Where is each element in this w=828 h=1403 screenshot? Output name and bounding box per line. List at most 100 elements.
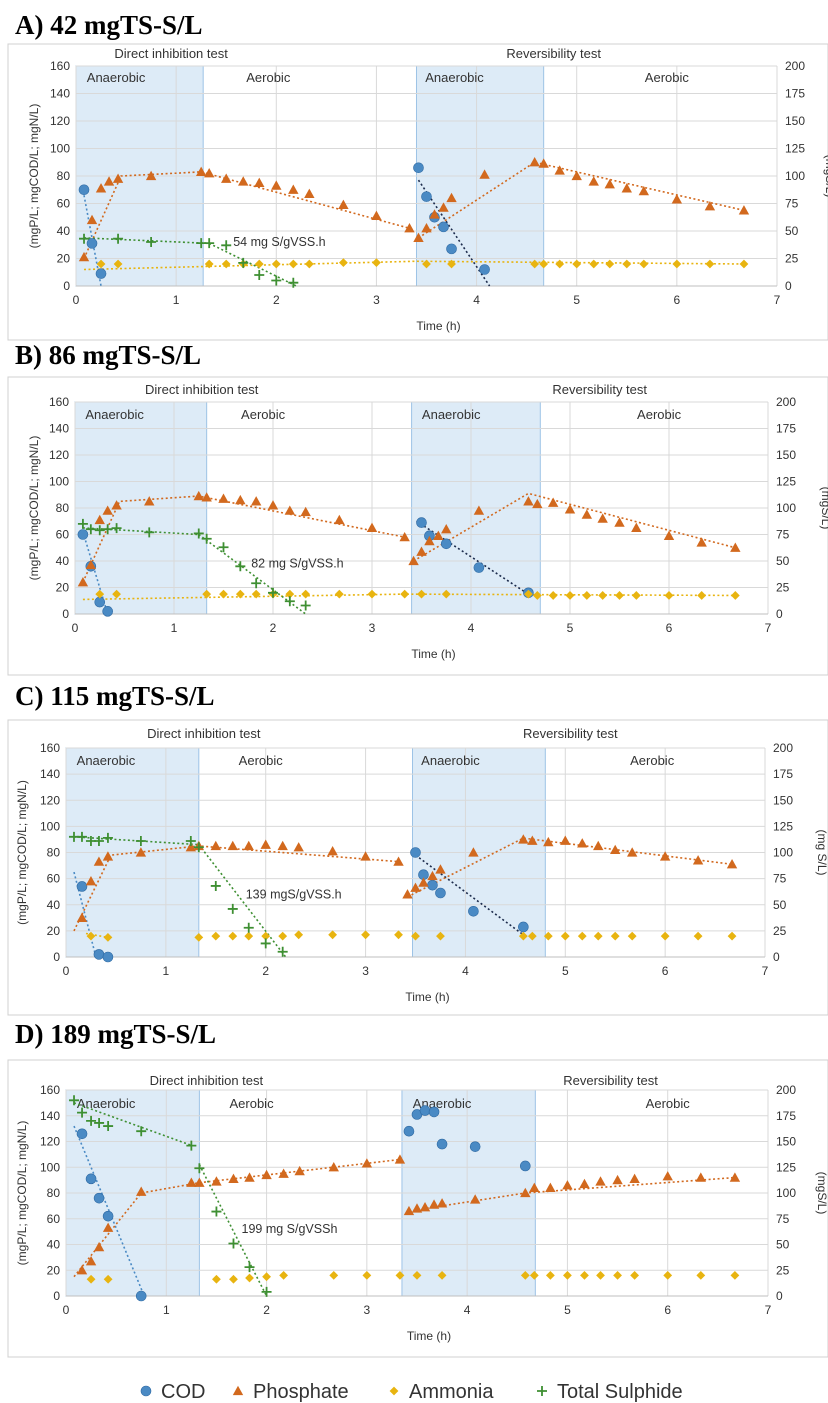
phosphate-point [560,835,571,845]
phosphate-point [244,1172,255,1182]
phosphate-point [227,840,238,851]
ammonia-point [103,933,113,942]
ammonia-point [739,259,749,269]
plus-marker-icon [537,1386,547,1396]
phosphate-point [479,169,490,179]
ammonia-point [589,259,599,269]
total-sulphide-point [218,542,229,553]
ammonia-point [555,259,565,269]
phosphate-point [631,522,642,533]
phosphate-point [403,1205,415,1216]
ammonia-point [639,259,649,269]
phosphate-point [421,223,432,233]
ammonia-point [532,591,542,600]
triangle-marker-icon [232,1385,244,1396]
y2-tick-label: 0 [773,950,780,964]
y2-tick-label: 175 [785,87,805,101]
cod-point [438,221,449,233]
trendline [198,844,287,958]
ammonia-point [530,259,540,269]
y-tick-label: 120 [49,448,69,462]
phosphate-point [334,514,345,525]
test-label: Direct inhibition test [114,46,228,61]
y2-tick-label: 75 [773,872,787,886]
ammonia-point [229,1274,238,1284]
phase-label: Anaerobic [422,407,481,422]
phase-label: Aerobic [229,1096,274,1111]
series-phosphate [77,490,741,587]
phosphate-point [228,1173,239,1183]
phosphate-point [424,535,435,546]
ammonia-point [524,589,533,599]
phosphate-point [663,530,675,540]
y-tick-label: 140 [49,422,69,436]
test-label: Direct inhibition test [147,726,261,741]
ammonia-point [361,930,370,940]
cod-point [410,847,421,858]
y2-tick-label: 175 [776,1109,796,1123]
phase-label: Anaerobic [77,753,136,768]
phosphate-point [436,1198,448,1208]
y-tick-label: 100 [40,819,60,833]
total-sulphide-point [284,596,295,607]
diamond-marker-icon [389,1386,399,1396]
trendline [83,171,410,259]
y-tick-label: 100 [50,142,70,156]
phosphate-point [532,498,543,509]
cod-point [102,951,114,963]
test-label: Direct inhibition test [145,382,259,397]
phosphate-point [419,1201,431,1212]
trendline [418,161,745,239]
cod-point [78,184,90,196]
ammonia-point [329,1271,339,1280]
phase-label: Aerobic [646,1096,691,1111]
ammonia-point [663,1271,673,1280]
total-sulphide-point [194,1163,205,1174]
y-tick-label: 20 [47,1263,61,1277]
ammonia-point [572,259,582,269]
ammonia-point [627,931,637,941]
phosphate-point [581,509,593,519]
phosphate-point [402,889,413,899]
ammonia-point [411,931,420,941]
ammonia-point [219,589,228,599]
phase-label: Anaerobic [425,70,484,85]
cod-point [427,879,438,891]
x-tick-label: 1 [173,293,180,307]
phosphate-point [250,496,262,506]
test-label: Reversibility test [563,1073,658,1088]
y2-tick-label: 100 [773,846,793,860]
ammonia-point [204,259,214,269]
cod-point [93,949,105,960]
series-ammonia [86,930,737,942]
phosphate-point [327,845,338,856]
series-ammonia [86,1271,740,1284]
x-tick-label: 4 [464,1303,471,1317]
phosphate-point [428,1199,440,1209]
phosphate-point [547,497,559,507]
ammonia-point [113,259,123,269]
panel-frame [7,719,828,1016]
phosphate-point [135,847,147,857]
cod-point [102,606,113,617]
total-sulphide-point [288,277,299,288]
trendline [73,845,399,932]
phosphate-point [612,1174,623,1185]
ammonia-point [194,933,204,942]
ammonia-point [529,1271,539,1280]
x-tick-label: 3 [369,621,376,635]
total-sulphide-point [251,578,262,589]
y2-tick-label: 150 [785,114,805,128]
legend-label: COD [161,1381,205,1403]
cod-point [413,162,424,174]
panel-frame [7,376,828,676]
phosphate-point [193,490,204,501]
ammonia-point [95,589,105,599]
total-sulphide-point [77,518,88,529]
phosphate-point [659,851,671,861]
cod-point [428,1106,440,1118]
legend: COD Phosphate Ammonia Total Sulphide [140,1381,683,1403]
test-label: Reversibility test [506,46,601,61]
ammonia-point [664,591,674,600]
x-tick-label: 1 [163,1303,170,1317]
